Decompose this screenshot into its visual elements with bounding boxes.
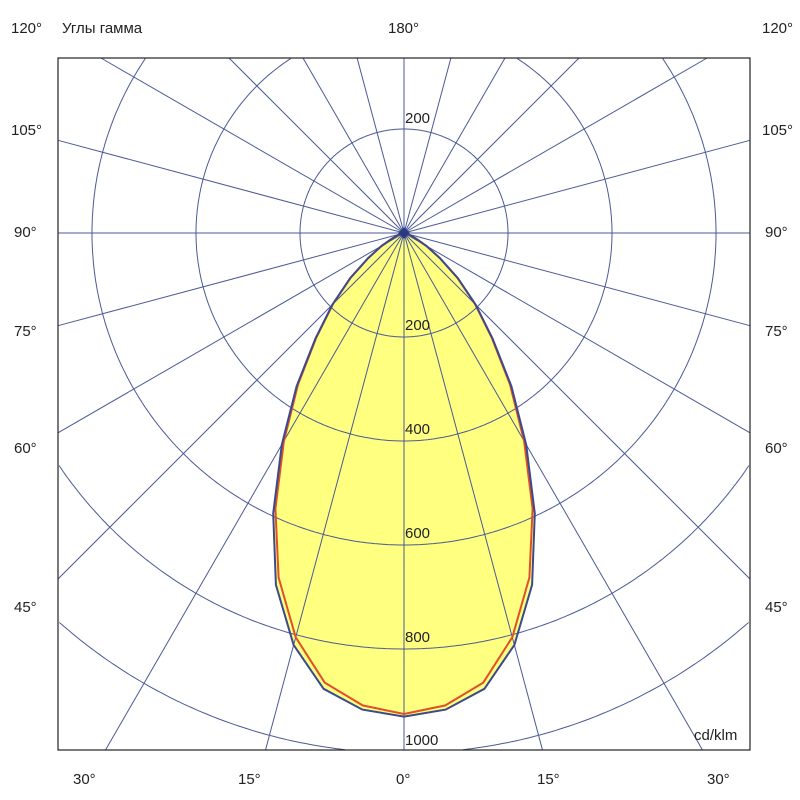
grid-radial-line [105,232,405,751]
chart-title: Углы гамма [62,20,143,37]
right-angle-label: 90° [765,224,788,241]
grid-circle [59,622,749,751]
grid-radial-line [403,232,751,434]
grid-radial-line [403,139,751,234]
grid-radial-line [57,139,405,234]
right-angle-label: 60° [765,440,788,457]
grid-radial-line [403,232,751,327]
grid-radial-line [57,232,405,580]
grid-radial-line [302,57,405,234]
unit-label: cd/klm [694,727,738,744]
grid-radial-line [403,232,543,751]
left-angle-label: 75° [14,323,37,340]
top-angle-label: 180° [388,20,420,37]
right-angle-label: 105° [762,122,794,139]
left-angle-label: 45° [14,599,37,616]
radial-tick-label: 400 [405,421,431,438]
grid-radial-line [403,232,751,580]
radial-tick-label: 200 [405,317,431,334]
grid-radial-line [57,232,405,327]
grid-radial-line [265,232,405,751]
grid-radial-line [403,57,580,234]
grid-radial-line [100,57,405,234]
left-angle-label: 60° [14,440,37,457]
grid-radial-line [403,232,703,751]
center-marker [398,227,410,239]
grid-radial-line [57,232,405,434]
radial-tick-label: 200 [405,110,431,127]
bottom-angle-label: 0° [396,771,411,788]
radial-tick-label: 600 [405,525,431,542]
left-angle-label: 120° [11,20,43,37]
radial-tick-label: 800 [405,629,431,646]
grid-radial-line [403,57,452,234]
grid-radial-line [356,57,405,234]
grid-radial-line [403,57,708,234]
grid-circle [195,58,613,442]
left-angle-label: 90° [14,224,37,241]
grid-radial-line [403,57,506,234]
right-angle-label: 120° [762,20,794,37]
bottom-angle-label: 15° [537,771,560,788]
grid-circle [91,58,717,546]
bottom-angle-label: 30° [73,771,96,788]
bottom-angle-label: 15° [238,771,261,788]
left-angle-label: 105° [11,122,43,139]
grid-radial-line [228,57,405,234]
bottom-angle-label: 30° [707,771,730,788]
radial-tick-label: 1000 [405,732,439,749]
plot-frame [57,57,751,751]
right-angle-label: 75° [765,323,788,340]
right-angle-label: 45° [765,599,788,616]
